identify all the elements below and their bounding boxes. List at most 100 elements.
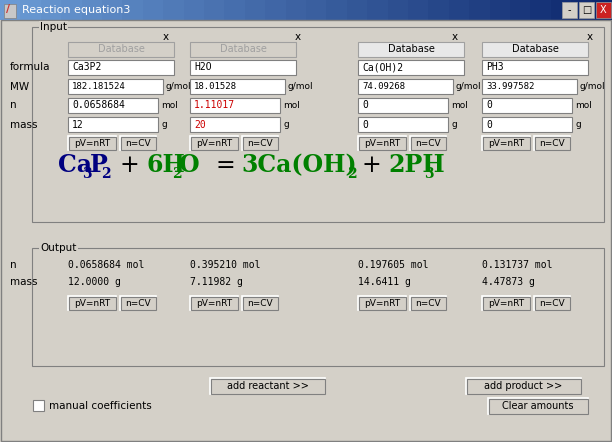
Text: pV=nRT: pV=nRT [488,298,524,308]
FancyBboxPatch shape [535,137,570,150]
FancyBboxPatch shape [408,0,430,20]
Text: 2: 2 [172,167,182,181]
FancyBboxPatch shape [411,137,446,150]
FancyBboxPatch shape [68,42,174,57]
FancyBboxPatch shape [190,136,238,150]
FancyBboxPatch shape [449,0,470,20]
Text: +: + [120,154,140,177]
FancyBboxPatch shape [482,136,530,150]
FancyBboxPatch shape [326,0,348,20]
Text: pV=nRT: pV=nRT [364,138,400,148]
FancyBboxPatch shape [359,297,406,310]
Text: x: x [452,32,458,42]
Text: 1.11017: 1.11017 [194,100,235,110]
FancyBboxPatch shape [210,378,325,394]
Text: n: n [10,260,17,270]
Text: g: g [161,120,166,129]
Text: Database: Database [387,45,435,54]
FancyBboxPatch shape [571,0,592,20]
Text: pV=nRT: pV=nRT [488,138,524,148]
FancyBboxPatch shape [358,117,448,132]
FancyBboxPatch shape [190,117,280,132]
Text: 0: 0 [362,100,368,110]
Text: H2O: H2O [194,62,212,72]
FancyBboxPatch shape [482,42,588,57]
Text: g/mol: g/mol [288,82,313,91]
FancyBboxPatch shape [190,79,285,94]
Text: 4.47873 g: 4.47873 g [482,277,535,287]
FancyBboxPatch shape [534,296,570,310]
Text: Database: Database [220,45,266,54]
FancyBboxPatch shape [190,42,296,57]
Text: 33.997582: 33.997582 [486,82,534,91]
FancyBboxPatch shape [596,2,611,18]
Text: g: g [283,120,289,129]
Text: Database: Database [97,45,144,54]
Text: pV=nRT: pV=nRT [364,298,400,308]
Text: mass: mass [10,119,37,130]
FancyBboxPatch shape [469,0,491,20]
Text: 12: 12 [72,119,84,130]
FancyBboxPatch shape [243,297,278,310]
Text: 0: 0 [486,119,492,130]
FancyBboxPatch shape [68,117,158,132]
FancyBboxPatch shape [535,297,570,310]
Text: n=CV: n=CV [247,138,273,148]
FancyBboxPatch shape [367,0,389,20]
FancyBboxPatch shape [33,400,44,411]
FancyBboxPatch shape [204,0,225,20]
FancyBboxPatch shape [579,2,594,18]
Text: mol: mol [575,101,592,110]
Text: pV=nRT: pV=nRT [74,298,110,308]
FancyBboxPatch shape [592,0,612,20]
Text: Ca: Ca [58,153,92,177]
FancyBboxPatch shape [562,2,577,18]
FancyBboxPatch shape [242,136,278,150]
FancyBboxPatch shape [68,296,116,310]
FancyBboxPatch shape [359,137,406,150]
Text: Input: Input [40,22,67,32]
Text: /: / [6,4,10,14]
Text: 0: 0 [362,119,368,130]
FancyBboxPatch shape [143,0,164,20]
Text: Output: Output [40,243,76,253]
Text: -: - [568,5,571,15]
Text: 14.6411 g: 14.6411 g [358,277,411,287]
Text: pV=nRT: pV=nRT [74,138,110,148]
FancyBboxPatch shape [190,98,280,113]
FancyBboxPatch shape [68,98,158,113]
Text: add product >>: add product >> [484,381,562,391]
FancyBboxPatch shape [121,137,156,150]
FancyBboxPatch shape [68,79,163,94]
FancyBboxPatch shape [225,0,246,20]
FancyBboxPatch shape [120,136,156,150]
FancyBboxPatch shape [265,0,286,20]
Text: 3: 3 [424,167,434,181]
Text: 7.11982 g: 7.11982 g [190,277,243,287]
Text: formula: formula [10,62,51,72]
FancyBboxPatch shape [510,0,531,20]
Text: Clear amounts: Clear amounts [502,401,574,411]
FancyBboxPatch shape [482,60,588,75]
FancyBboxPatch shape [20,0,42,20]
FancyBboxPatch shape [286,0,307,20]
FancyBboxPatch shape [121,297,156,310]
FancyBboxPatch shape [69,137,116,150]
FancyBboxPatch shape [69,297,116,310]
Text: 0.197605 mol: 0.197605 mol [358,260,428,270]
FancyBboxPatch shape [466,378,581,394]
FancyBboxPatch shape [483,297,530,310]
FancyBboxPatch shape [482,79,577,94]
FancyBboxPatch shape [358,136,406,150]
FancyBboxPatch shape [190,60,296,75]
FancyBboxPatch shape [347,0,368,20]
FancyBboxPatch shape [358,79,453,94]
Text: O: O [179,153,200,177]
Text: n=CV: n=CV [247,298,273,308]
FancyBboxPatch shape [102,0,124,20]
Text: 3: 3 [82,167,92,181]
Text: x: x [163,32,169,42]
Text: Ca3P2: Ca3P2 [72,62,102,72]
Text: X: X [600,5,607,15]
Text: n=CV: n=CV [415,138,441,148]
